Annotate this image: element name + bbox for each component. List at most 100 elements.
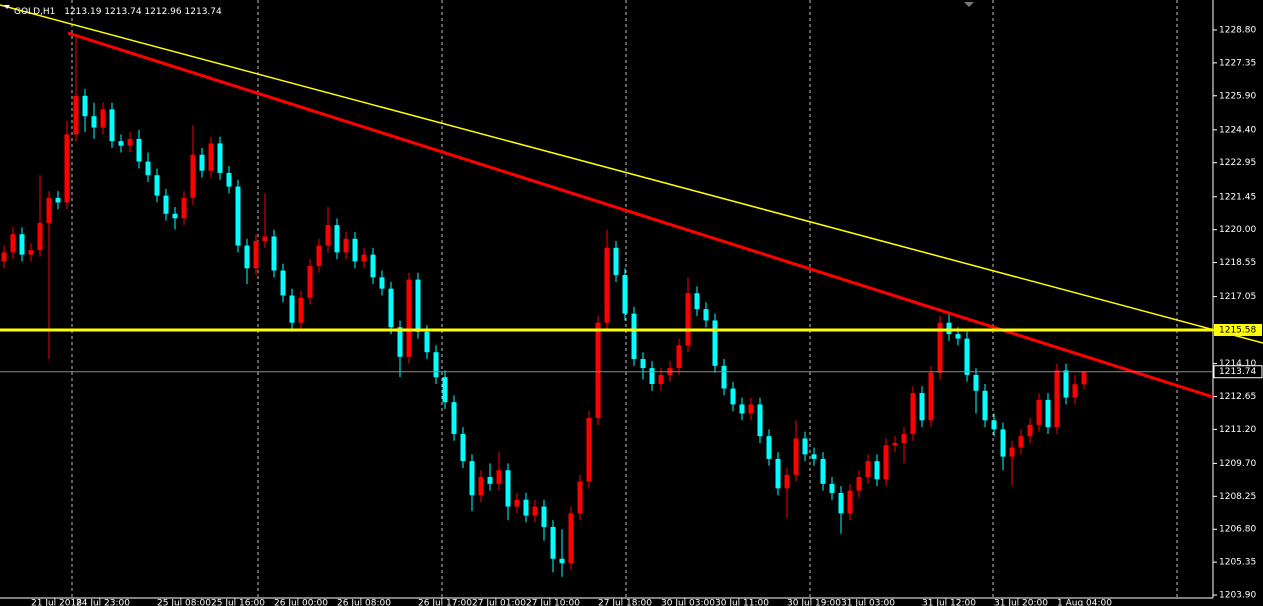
candle-body bbox=[532, 506, 538, 516]
candle-body bbox=[1027, 424, 1033, 437]
candle-body bbox=[640, 359, 646, 369]
x-tick-label: 27 Jul 01:00 bbox=[472, 599, 526, 606]
x-tick-label: 25 Jul 08:00 bbox=[157, 599, 211, 606]
candle-body bbox=[271, 236, 277, 271]
candle-body bbox=[829, 483, 835, 493]
candle-body bbox=[244, 245, 250, 269]
marks bbox=[1, 36, 1087, 577]
candle-body bbox=[82, 95, 88, 117]
candle-body bbox=[406, 279, 412, 357]
candle-body bbox=[10, 234, 16, 253]
x-tick-label: 1 Aug 04:00 bbox=[1057, 599, 1112, 606]
candle-body bbox=[235, 186, 241, 246]
y-tick-label: 1222.95 bbox=[1219, 158, 1256, 168]
candle-body bbox=[388, 288, 394, 328]
x-tick-label: 27 Jul 10:00 bbox=[526, 599, 580, 606]
candle-body bbox=[28, 250, 34, 255]
candle-body bbox=[280, 270, 286, 296]
candle-body bbox=[883, 445, 889, 480]
y-tick-label: 1225.90 bbox=[1219, 91, 1256, 101]
candle-body bbox=[703, 309, 709, 321]
trend-line-red bbox=[67, 31, 1214, 399]
level-label: 1215.58 bbox=[1219, 325, 1256, 335]
x-tick-label: 26 Jul 08:00 bbox=[337, 599, 391, 606]
candle-body bbox=[262, 236, 268, 242]
candle-body bbox=[433, 352, 439, 378]
candle-body bbox=[487, 477, 493, 484]
x-tick-label: 31 Jul 20:00 bbox=[994, 599, 1048, 606]
candle-body bbox=[604, 247, 610, 323]
candle-body bbox=[298, 297, 304, 323]
candle-body bbox=[766, 436, 772, 459]
candle-body bbox=[613, 247, 619, 276]
x-tick-label: 27 Jul 18:00 bbox=[598, 599, 652, 606]
y-tick-label: 1228.80 bbox=[1219, 25, 1256, 35]
x-tick-label: 31 Jul 12:00 bbox=[922, 599, 976, 606]
candle-body bbox=[811, 454, 817, 459]
candle-body bbox=[577, 481, 583, 514]
candle-body bbox=[415, 279, 421, 332]
candle-body bbox=[559, 558, 565, 564]
shift-marker bbox=[964, 2, 974, 7]
candle-body bbox=[775, 458, 781, 489]
candle-body bbox=[757, 404, 763, 437]
candle-body bbox=[739, 404, 745, 414]
candle-body bbox=[109, 109, 115, 142]
trend-line-yellow bbox=[0, 4, 1263, 344]
candle-body bbox=[253, 241, 259, 269]
candle-body bbox=[379, 277, 385, 289]
candle-body bbox=[496, 470, 502, 484]
candle-body bbox=[874, 461, 880, 480]
candle-body bbox=[1045, 399, 1051, 428]
y-tick-label: 1209.70 bbox=[1219, 459, 1256, 469]
y-tick-label: 1220.00 bbox=[1219, 225, 1256, 235]
candle-body bbox=[856, 477, 862, 491]
candle-body bbox=[1000, 429, 1006, 457]
candle-body bbox=[685, 293, 691, 346]
candle-body bbox=[397, 327, 403, 357]
candle-body bbox=[550, 526, 556, 559]
candle-body bbox=[478, 477, 484, 496]
candle-body bbox=[1036, 399, 1042, 425]
candle-body bbox=[973, 374, 979, 391]
candle-body bbox=[658, 374, 664, 384]
x-tick-label: 26 Jul 17:00 bbox=[418, 599, 472, 606]
candle-body bbox=[901, 433, 907, 443]
candle-body bbox=[316, 245, 322, 266]
y-tick-label: 1212.65 bbox=[1219, 392, 1256, 402]
candle-body bbox=[289, 295, 295, 323]
candle-body bbox=[802, 438, 808, 455]
candle-body bbox=[424, 331, 430, 353]
header: GOLD,H1 1213.19 1213.74 1212.96 1213.74 bbox=[14, 7, 222, 17]
x-tick-label: 25 Jul 16:00 bbox=[211, 599, 265, 606]
x-tick-label: 24 Jul 23:00 bbox=[76, 599, 130, 606]
candle-body bbox=[208, 143, 214, 171]
menu-arrow bbox=[4, 5, 10, 9]
x-tick-label: 21 Jul 2018 bbox=[31, 599, 82, 606]
candle-body bbox=[226, 172, 232, 187]
candle-body bbox=[1081, 371, 1087, 385]
candle-body bbox=[694, 293, 700, 310]
candle-body bbox=[451, 402, 457, 434]
bid-label: 1213.74 bbox=[1219, 367, 1256, 377]
candle-body bbox=[118, 141, 124, 146]
y-tick-label: 1206.80 bbox=[1219, 525, 1256, 535]
candle-body bbox=[73, 95, 79, 135]
candle-body bbox=[1018, 436, 1024, 448]
candle-body bbox=[1072, 384, 1078, 398]
candle-body bbox=[91, 116, 97, 128]
candle-body bbox=[181, 197, 187, 219]
candle-body bbox=[19, 234, 25, 255]
candle-body bbox=[172, 213, 178, 219]
y-tick-label: 1208.25 bbox=[1219, 492, 1256, 502]
candle-body bbox=[307, 265, 313, 298]
y-tick-label: 1214.10 bbox=[1219, 359, 1256, 369]
candle-body bbox=[784, 474, 790, 489]
candle-body bbox=[46, 197, 52, 223]
candle-body bbox=[568, 513, 574, 564]
candle-body bbox=[361, 254, 367, 262]
candle-body bbox=[847, 490, 853, 514]
candle-body bbox=[622, 275, 628, 314]
